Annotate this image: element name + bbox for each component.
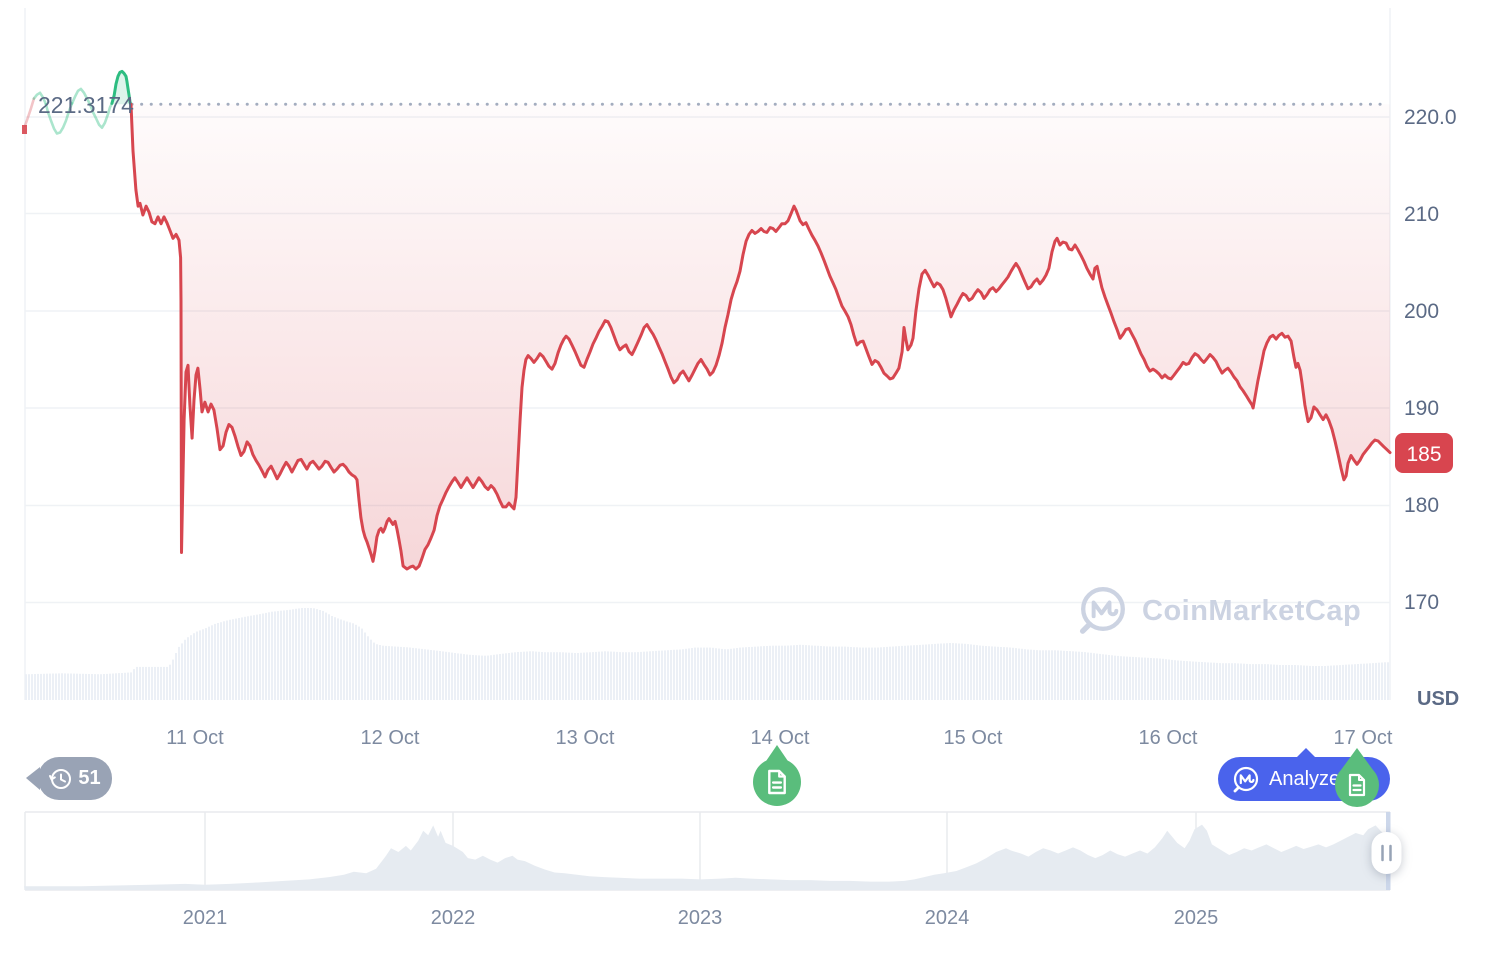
y-tick-210: 210 (1404, 203, 1439, 226)
analyze-label: Analyze (1269, 767, 1341, 790)
history-events-button[interactable]: 51 (26, 757, 112, 800)
x-tick-15oct: 15 Oct (944, 727, 1003, 749)
x-tick-16oct: 16 Oct (1139, 727, 1198, 749)
news-pin-17oct[interactable] (1331, 742, 1385, 812)
x-tick-12oct: 12 Oct (361, 727, 420, 749)
coinmarketcap-watermark: CoinMarketCap (1083, 589, 1361, 631)
price-line-up-segment (110, 69, 133, 106)
volume-bars (25, 608, 1389, 700)
navigator-handle[interactable] (1371, 832, 1402, 874)
coinmarketcap-logo-icon (1233, 766, 1259, 793)
x-tick-17oct: 17 Oct (1334, 727, 1393, 749)
price-line (129, 102, 1392, 571)
year-tick-2024: 2024 (925, 907, 970, 929)
current-price-badge: 185 (1395, 433, 1453, 473)
x-tick-14oct: 14 Oct (751, 727, 810, 749)
year-tick-2023: 2023 (678, 907, 723, 929)
reference-price-label: 221.3174 (38, 92, 134, 118)
coinmarketcap-logo-icon (1083, 589, 1123, 631)
year-tick-2025: 2025 (1174, 907, 1219, 929)
series-start-tick (22, 125, 27, 134)
price-axis: 220.0 210 200 190 180 170 USD (1404, 106, 1459, 710)
price-area-fill (131, 104, 1390, 569)
y-tick-220: 220.0 (1404, 106, 1457, 129)
date-axis: 11 Oct 12 Oct 13 Oct 14 Oct 15 Oct 16 Oc… (166, 727, 1393, 749)
document-icon (1348, 773, 1366, 797)
history-count: 51 (78, 767, 101, 789)
x-tick-11oct: 11 Oct (166, 727, 224, 749)
year-tick-2021: 2021 (183, 907, 228, 929)
news-pin-14oct[interactable] (753, 745, 801, 806)
y-tick-170: 170 (1404, 591, 1439, 614)
range-navigator[interactable]: 2021 2022 2023 2024 2025 (24, 811, 1402, 929)
unit-label: USD (1417, 688, 1459, 710)
clock-history-icon (49, 768, 72, 789)
watermark-text: CoinMarketCap (1142, 595, 1361, 627)
current-price-value: 185 (1406, 443, 1441, 466)
year-tick-2022: 2022 (431, 907, 476, 929)
y-tick-190: 190 (1404, 397, 1439, 420)
pause-grip-icon (1381, 844, 1392, 862)
y-tick-200: 200 (1404, 300, 1439, 323)
navigator-year-axis: 2021 2022 2023 2024 2025 (183, 907, 1219, 929)
navigator-area[interactable] (24, 824, 1391, 890)
y-tick-180: 180 (1404, 494, 1439, 517)
x-tick-13oct: 13 Oct (556, 727, 615, 749)
price-line-pre-window (23, 87, 114, 135)
